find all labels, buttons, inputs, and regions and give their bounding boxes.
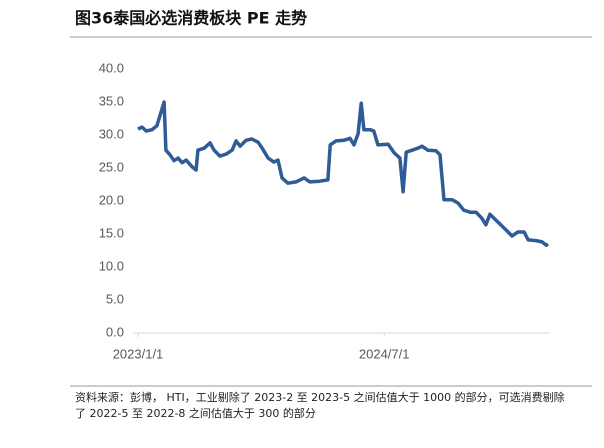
y-tick-label: 15.0: [99, 225, 124, 240]
y-tick-label: 0.0: [106, 324, 124, 339]
line-series: [137, 100, 550, 247]
y-tick-label: 20.0: [99, 192, 124, 207]
y-tick-label: 10.0: [99, 258, 124, 273]
chart-title: 图36泰国必选消费板块 PE 走势: [75, 9, 307, 28]
y-tick-label: 5.0: [106, 291, 124, 306]
y-tick-label: 40.0: [99, 60, 124, 75]
y-tick-label: 30.0: [99, 126, 124, 141]
y-tick-label: 35.0: [99, 93, 124, 108]
x-tick-label: 2024/7/1: [359, 346, 410, 361]
source-note: 资料来源：彭博， HTI，工业剔除了 2023-2 至 2023-5 之间估值大…: [75, 391, 565, 420]
x-tick-label: 2023/1/1: [113, 346, 164, 361]
y-tick-label: 25.0: [99, 159, 124, 174]
